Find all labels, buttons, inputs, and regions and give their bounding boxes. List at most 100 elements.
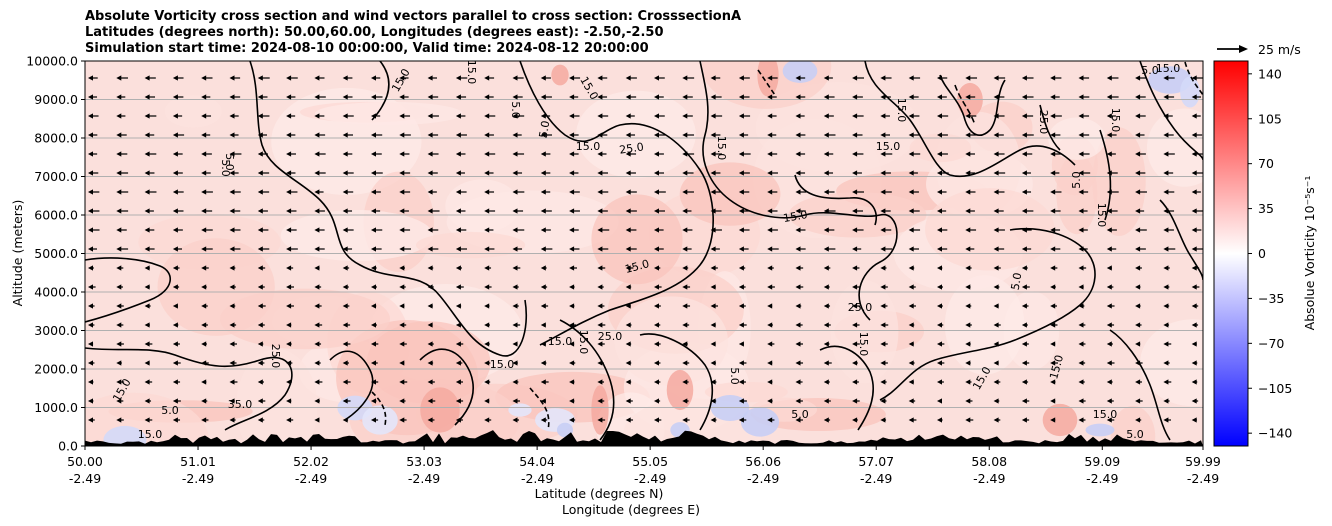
wind-vector-arrow — [908, 284, 916, 290]
wind-vector-arrow — [937, 417, 943, 423]
wind-vector-arrow — [1021, 303, 1029, 309]
wind-vector-arrow — [540, 208, 552, 214]
wind-vector-arrow — [993, 417, 1001, 423]
wind-vector-arrow — [371, 341, 379, 347]
wind-vector-arrow — [314, 151, 326, 157]
contour-label: 5.0 — [1009, 272, 1025, 291]
wind-vector-arrow — [484, 246, 495, 252]
wind-vector-arrow — [286, 341, 292, 347]
wind-vector-arrow — [229, 417, 236, 423]
contour-label: 15.0 — [577, 330, 590, 355]
wind-vector-arrow — [965, 322, 972, 328]
wind-vector-arrow — [1021, 151, 1033, 157]
wind-vector-arrow — [371, 94, 383, 100]
wind-vector-arrow — [1106, 360, 1115, 366]
wind-vector-arrow — [625, 246, 637, 252]
y-tick-label: 6000.0 — [34, 208, 78, 223]
wind-vector-arrow — [908, 360, 915, 366]
wind-vector-arrow — [710, 113, 723, 119]
contour-label: 5.0 — [728, 367, 741, 385]
contour-line — [954, 84, 976, 126]
wind-vector-arrow — [144, 417, 153, 423]
y-tick-label: 9000.0 — [34, 92, 78, 107]
colorbar-tick-label: −35 — [1258, 291, 1284, 306]
wind-vector-arrow — [427, 265, 434, 271]
vorticity-field-patch — [556, 422, 574, 438]
wind-vector-arrow — [1021, 360, 1030, 366]
wind-vector-arrow — [88, 284, 96, 290]
wind-vector-arrow — [371, 75, 381, 81]
x-tick-label-lon: -2.49 — [408, 471, 440, 486]
wind-vector-arrow — [286, 151, 296, 157]
wind-vector-arrow — [257, 94, 268, 100]
wind-vector-arrow — [625, 75, 637, 81]
wind-vector-arrow — [512, 360, 518, 366]
wind-vector-arrow — [172, 284, 180, 290]
wind-vector-arrow — [229, 113, 239, 119]
wind-vector-arrow — [116, 360, 122, 366]
wind-vector-arrow — [852, 379, 859, 385]
wind-vector-arrow — [342, 303, 350, 309]
wind-vector-arrow — [823, 189, 835, 195]
wind-vector-arrow — [1135, 151, 1146, 157]
wind-vector-arrow — [427, 189, 437, 195]
wind-vector-arrow — [1163, 322, 1170, 328]
wind-vector-arrow — [257, 246, 270, 252]
wind-vector-arrow — [399, 379, 408, 385]
contour-label: 15.0 — [715, 136, 728, 161]
wind-vector-arrow — [172, 341, 180, 347]
wind-vector-arrow — [116, 170, 129, 176]
wind-vector-arrow — [1163, 284, 1170, 290]
wind-vector-arrow — [172, 398, 181, 404]
wind-vector-arrow — [116, 208, 129, 214]
x-tick-label-lon: -2.49 — [1086, 471, 1118, 486]
wind-vector-arrow — [654, 265, 661, 271]
wind-vector-arrow — [1050, 398, 1056, 404]
x-tick-label-lat: 50.00 — [67, 454, 103, 469]
wind-vector-arrow — [1106, 208, 1118, 214]
wind-vector-arrow — [116, 75, 128, 81]
vorticity-field-patch — [666, 369, 694, 411]
wind-vector-arrow — [116, 151, 128, 157]
wind-vector-arrow — [399, 265, 406, 271]
wind-vector-arrow — [795, 189, 807, 195]
wind-vector-arrow — [144, 265, 150, 271]
wind-vector-arrow — [710, 151, 722, 157]
wind-vector-arrow — [597, 265, 606, 271]
wind-vector-arrow — [795, 398, 803, 404]
wind-vector-arrow — [229, 132, 239, 138]
wind-vector-arrow — [1191, 132, 1203, 138]
wind-vector-arrow — [880, 322, 889, 328]
vorticity-field-patch — [782, 61, 818, 83]
wind-vector-arrow — [1106, 303, 1115, 309]
wind-vector-arrow — [937, 113, 949, 119]
wind-vector-arrow — [427, 246, 439, 252]
wind-vector-arrow — [1106, 379, 1113, 385]
wind-vector-arrow — [342, 170, 354, 176]
wind-vector-arrow — [767, 189, 778, 195]
wind-vector-arrow — [286, 170, 296, 176]
wind-vector-arrow — [455, 75, 468, 81]
contour-label: 15.0 — [857, 332, 870, 357]
wind-vector-arrow — [201, 189, 213, 195]
wind-vector-arrow — [1078, 227, 1088, 233]
wind-vector-arrow — [1191, 322, 1199, 328]
wind-vector-arrow — [738, 94, 750, 100]
wind-vector-arrow — [852, 208, 863, 214]
contour-label: 5.0 — [223, 153, 236, 171]
wind-vector-arrow — [399, 398, 406, 404]
contour-line — [879, 227, 1096, 401]
wind-vector-arrow — [795, 227, 806, 233]
wind-vector-arrow — [569, 208, 580, 214]
wind-vector-arrow — [852, 189, 864, 195]
vorticity-field-patch — [420, 387, 460, 433]
contour-line — [1159, 199, 1203, 281]
x-tick-label-lon: -2.49 — [295, 471, 327, 486]
wind-vector-arrow — [144, 379, 153, 385]
wind-vector-arrow — [540, 132, 553, 138]
wind-vector-arrow — [455, 246, 468, 252]
wind-vector-arrow — [1135, 113, 1146, 119]
contour-label: 25.0 — [269, 344, 282, 369]
wind-vector-arrow — [512, 75, 524, 81]
wind-vector-arrow — [965, 303, 972, 309]
